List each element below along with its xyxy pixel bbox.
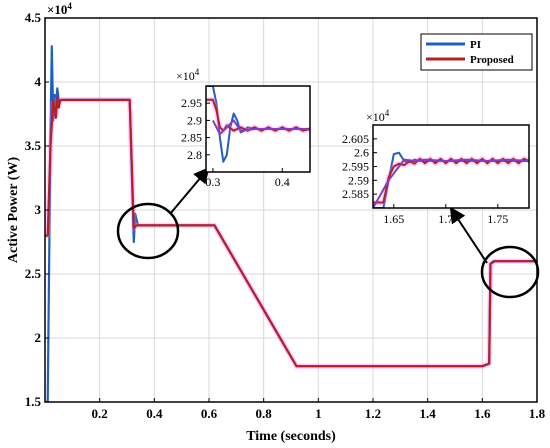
x-tick-label: 0.4 xyxy=(146,406,163,421)
main-x-ticks: 0.2 0.4 0.6 0.8 1 1.2 1.4 1.6 1.8 xyxy=(92,398,546,421)
y-tick-label: 1.5 xyxy=(25,394,42,409)
main-series-lines xyxy=(45,45,537,402)
legend-label-pi: PI xyxy=(470,39,481,51)
inset-2-exponent-label: ×104 xyxy=(366,108,390,124)
x-tick-label: 1.6 xyxy=(474,406,491,421)
inset-1-series-lines xyxy=(206,86,310,163)
inset-1-exponent-label: ×104 xyxy=(176,67,200,83)
y-tick-label: 2.605 xyxy=(342,132,369,146)
legend-box xyxy=(420,33,533,71)
y-tick-label: 2.595 xyxy=(342,160,369,174)
x-tick-label: 0.8 xyxy=(256,406,273,421)
x-tick-label: 1.65 xyxy=(383,212,404,226)
inset-2-x-ticks: 1.65 1.7 1.75 xyxy=(383,204,508,226)
x-tick-label: 1.2 xyxy=(365,406,381,421)
inset-1: 0.3 0.4 2.8 2.85 2.9 2.95 ×104 xyxy=(176,67,311,189)
y-tick-label: 2.585 xyxy=(342,187,369,201)
zoom-circle-left xyxy=(116,202,180,260)
y-exponent-label: ×104 xyxy=(47,1,72,17)
inset-1-x-ticks: 0.3 0.4 xyxy=(205,168,290,189)
inset-1-frame xyxy=(205,85,311,173)
x-tick-label: 1.75 xyxy=(487,212,508,226)
legend: PI Proposed xyxy=(420,33,533,71)
y-tick-label: 2.59 xyxy=(348,173,369,187)
y-tick-label: 2.85 xyxy=(181,131,202,145)
y-axis-label: Active Power (W) xyxy=(6,157,21,264)
y-tick-label: 4.5 xyxy=(25,10,42,25)
y-tick-label: 2.8 xyxy=(187,148,202,162)
series-line-proposed xyxy=(45,96,537,368)
legend-label-proposed: Proposed xyxy=(470,54,514,66)
arrow-to-inset-2 xyxy=(449,206,488,264)
x-axis-label: Time (seconds) xyxy=(246,429,336,444)
x-tick-label: 0.4 xyxy=(275,175,290,189)
y-tick-label: 3 xyxy=(35,202,42,217)
main-y-ticks: 1.5 2 2.5 3 3.5 4 4.5 xyxy=(25,10,49,409)
series-line-transition xyxy=(212,119,310,136)
y-tick-label: 2.5 xyxy=(25,266,42,281)
x-tick-label: 0.6 xyxy=(201,406,218,421)
y-tick-label: 2.95 xyxy=(181,96,202,110)
x-tick-label: 1.4 xyxy=(420,406,437,421)
zoom-circle-right xyxy=(480,245,540,299)
arrow-to-inset-1 xyxy=(169,166,210,215)
y-tick-label: 4 xyxy=(35,74,42,89)
y-tick-label: 2.9 xyxy=(187,113,202,127)
x-tick-label: 1.7 xyxy=(438,212,453,226)
x-tick-label: 0.3 xyxy=(205,175,220,189)
x-tick-label: 1 xyxy=(315,406,322,421)
inset-2-series-lines xyxy=(373,151,529,208)
series-line-transition xyxy=(373,158,529,208)
y-tick-label: 2 xyxy=(35,330,42,345)
y-tick-label: 3.5 xyxy=(25,138,42,153)
inset-1-y-ticks: 2.8 2.85 2.9 2.95 xyxy=(181,96,210,162)
x-tick-label: 1.8 xyxy=(529,406,546,421)
y-tick-label: 2.6 xyxy=(354,146,369,160)
x-tick-label: 0.2 xyxy=(92,406,108,421)
